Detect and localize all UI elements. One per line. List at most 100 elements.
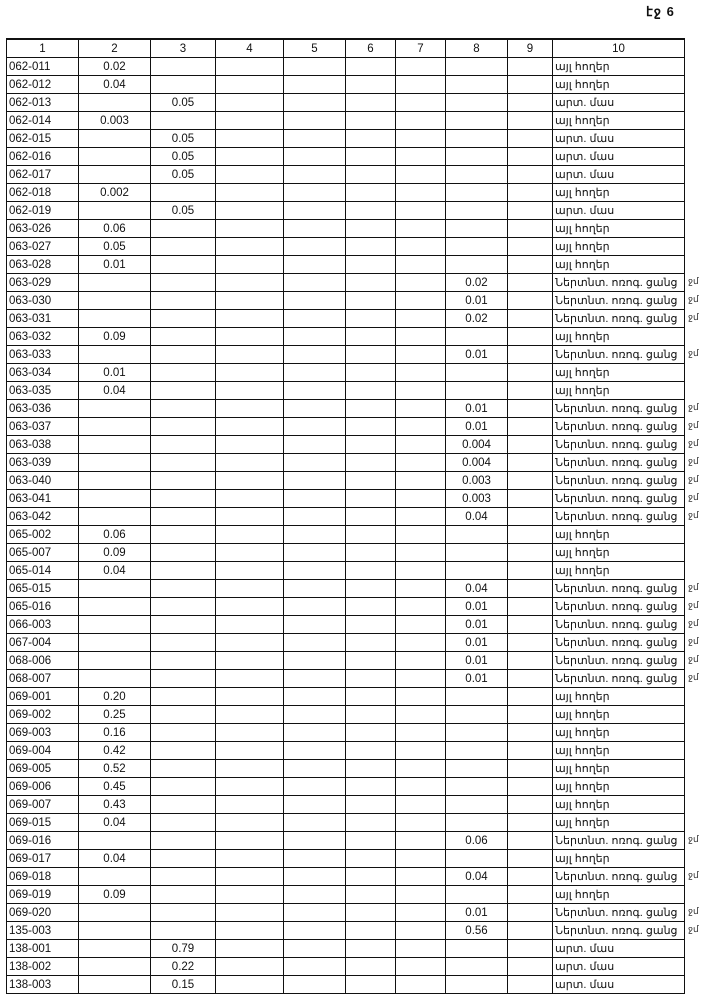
column-header: 10 bbox=[552, 38, 685, 58]
parcel-code-cell: 063-032 bbox=[6, 327, 79, 346]
value-cell bbox=[215, 435, 284, 454]
value-cell bbox=[395, 957, 446, 976]
land-type-cell: այլ հողեր bbox=[552, 705, 685, 724]
parcel-code-cell: 063-026 bbox=[6, 219, 79, 238]
land-type-cell: Ներտնտ. ոռոգ. ցանց bbox=[552, 453, 685, 472]
margin-note: ջմ bbox=[688, 438, 699, 448]
value-cell bbox=[215, 327, 284, 346]
margin-note: ջմ bbox=[688, 582, 699, 592]
value-cell bbox=[507, 255, 553, 274]
value-cell bbox=[283, 57, 346, 76]
land-type-cell: այլ հողեր bbox=[552, 687, 685, 706]
value-cell bbox=[78, 669, 151, 688]
value-cell bbox=[215, 309, 284, 328]
value-cell bbox=[215, 633, 284, 652]
value-cell bbox=[78, 597, 151, 616]
value-cell bbox=[345, 345, 396, 364]
land-type-cell: այլ հողեր bbox=[552, 723, 685, 742]
margin-note: ջմ bbox=[688, 402, 699, 412]
table-row: 069-017 0.04 այլ հողեր bbox=[6, 849, 685, 868]
value-cell bbox=[445, 183, 508, 202]
land-type-cell: այլ հողեր bbox=[552, 111, 685, 130]
value-cell bbox=[395, 327, 446, 346]
land-table: 1 2 3 4 5 6 7 8 9 10 062-011 0.02 այլ հողեր 062-012 0… bbox=[6, 38, 685, 994]
value-cell bbox=[150, 435, 216, 454]
parcel-code-cell: 069-015 bbox=[6, 813, 79, 832]
value-cell bbox=[345, 777, 396, 796]
value-cell bbox=[507, 579, 553, 598]
column-header: 1 bbox=[6, 38, 79, 58]
value-cell bbox=[215, 939, 284, 958]
value-cell bbox=[78, 309, 151, 328]
value-cell bbox=[283, 417, 346, 436]
margin-note: ջմ bbox=[688, 456, 699, 466]
value-cell bbox=[507, 507, 553, 526]
column-header: 5 bbox=[283, 38, 346, 58]
value-cell bbox=[150, 867, 216, 886]
value-cell bbox=[395, 723, 446, 742]
value-cell bbox=[283, 525, 346, 544]
value-cell bbox=[345, 885, 396, 904]
value-cell bbox=[445, 237, 508, 256]
land-type-cell: արտ. մաս bbox=[552, 147, 685, 166]
value-cell bbox=[283, 885, 346, 904]
value-cell bbox=[78, 651, 151, 670]
value-cell bbox=[283, 615, 346, 634]
value-cell bbox=[445, 795, 508, 814]
value-cell: 0.002 bbox=[78, 183, 151, 202]
value-cell bbox=[395, 525, 446, 544]
value-cell bbox=[507, 273, 553, 292]
table-row: 062-013 0.05 արտ. մաս bbox=[6, 93, 685, 112]
table-row: 063-033 0.01 Ներտնտ. ոռոգ. ցանց bbox=[6, 345, 685, 364]
value-cell bbox=[150, 741, 216, 760]
value-cell: 0.04 bbox=[78, 849, 151, 868]
value-cell bbox=[395, 399, 446, 418]
land-type-cell: Ներտնտ. ոռոգ. ցանց bbox=[552, 867, 685, 886]
value-cell bbox=[445, 939, 508, 958]
column-header: 8 bbox=[445, 38, 508, 58]
value-cell bbox=[150, 885, 216, 904]
value-cell bbox=[395, 147, 446, 166]
value-cell bbox=[507, 777, 553, 796]
margin-note: ջմ bbox=[688, 348, 699, 358]
value-cell bbox=[445, 543, 508, 562]
value-cell bbox=[283, 957, 346, 976]
value-cell: 0.003 bbox=[445, 471, 508, 490]
land-type-cell: այլ հողեր bbox=[552, 759, 685, 778]
value-cell bbox=[345, 867, 396, 886]
value-cell bbox=[445, 381, 508, 400]
value-cell bbox=[78, 345, 151, 364]
value-cell bbox=[507, 147, 553, 166]
value-cell bbox=[445, 93, 508, 112]
land-type-cell: Ներտնտ. ոռոգ. ցանց bbox=[552, 831, 685, 850]
parcel-code-cell: 069-019 bbox=[6, 885, 79, 904]
value-cell: 0.04 bbox=[78, 813, 151, 832]
value-cell bbox=[445, 525, 508, 544]
value-cell: 0.02 bbox=[445, 273, 508, 292]
value-cell bbox=[215, 471, 284, 490]
value-cell bbox=[283, 669, 346, 688]
value-cell bbox=[507, 795, 553, 814]
parcel-code-cell: 069-006 bbox=[6, 777, 79, 796]
table-row: 062-017 0.05 արտ. մաս bbox=[6, 165, 685, 184]
table-row: 069-020 0.01 Ներտնտ. ոռոգ. ցանց bbox=[6, 903, 685, 922]
margin-note: ջմ bbox=[688, 474, 699, 484]
value-cell bbox=[507, 759, 553, 778]
land-type-cell: այլ հողեր bbox=[552, 741, 685, 760]
table-row: 069-018 0.04 Ներտնտ. ոռոգ. ցանց bbox=[6, 867, 685, 886]
value-cell bbox=[345, 723, 396, 742]
land-type-cell: արտ. մաս bbox=[552, 975, 685, 994]
table-row: 063-032 0.09 այլ հողեր bbox=[6, 327, 685, 346]
table-row: 063-038 0.004 Ներտնտ. ոռոգ. ցանց bbox=[6, 435, 685, 454]
land-type-cell: Ներտնտ. ոռոգ. ցանց bbox=[552, 309, 685, 328]
value-cell bbox=[395, 903, 446, 922]
table-row: 069-016 0.06 Ներտնտ. ոռոգ. ցանց bbox=[6, 831, 685, 850]
table-row: 062-016 0.05 արտ. մաս bbox=[6, 147, 685, 166]
value-cell bbox=[215, 813, 284, 832]
parcel-code-cell: 063-030 bbox=[6, 291, 79, 310]
parcel-code-cell: 063-031 bbox=[6, 309, 79, 328]
value-cell bbox=[283, 165, 346, 184]
land-type-cell: Ներտնտ. ոռոգ. ցանց bbox=[552, 399, 685, 418]
parcel-code-cell: 069-005 bbox=[6, 759, 79, 778]
parcel-code-cell: 063-029 bbox=[6, 273, 79, 292]
